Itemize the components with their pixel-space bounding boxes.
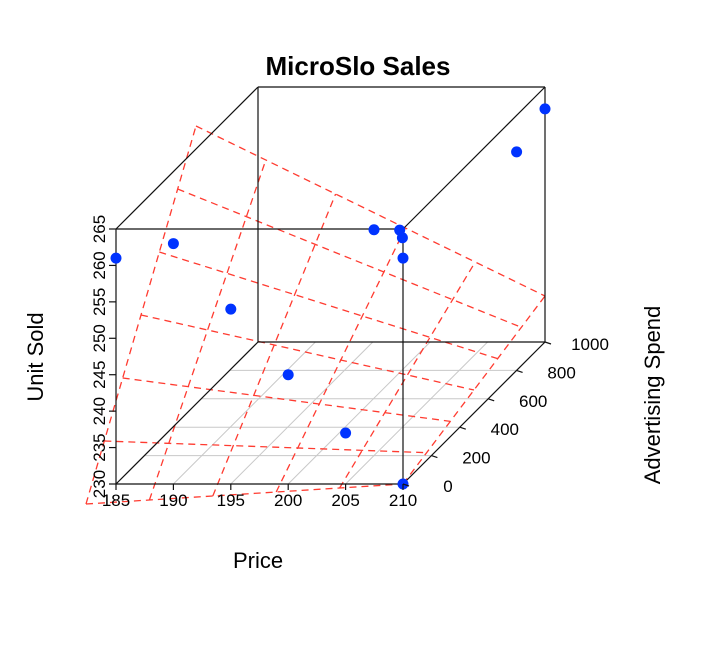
- plane-line: [104, 440, 427, 454]
- data-point: [167, 238, 179, 250]
- z-tick-label: 600: [519, 392, 547, 411]
- z-tick-mark: [459, 426, 466, 430]
- chart-title: MicroSlo Sales: [266, 51, 451, 81]
- y-tick-label: 235: [90, 433, 109, 461]
- data-point: [110, 252, 122, 264]
- box-edge: [115, 341, 259, 485]
- data-point: [397, 252, 409, 264]
- y-tick-label: 230: [90, 470, 109, 498]
- x-tick-label: 185: [102, 491, 130, 510]
- x-tick-label: 200: [274, 491, 302, 510]
- data-points: [110, 103, 551, 490]
- plane-line: [140, 314, 475, 391]
- x-tick-label: 190: [159, 491, 187, 510]
- z-tick-mark: [516, 369, 523, 373]
- box-edge: [402, 86, 546, 230]
- plane-line: [402, 295, 546, 485]
- axis-ticks: 185 190 195 200 205 210 230 235 240 245 250 255 260 2…: [90, 215, 609, 510]
- z-tick-label: 800: [547, 363, 575, 382]
- z-tick-label: 200: [462, 449, 490, 468]
- data-point: [511, 146, 523, 158]
- x-tick-label: 205: [331, 491, 359, 510]
- plane-line: [159, 251, 498, 360]
- plot-box: [115, 86, 546, 485]
- y-tick-label: 240: [90, 397, 109, 425]
- y-tick-label: 245: [90, 361, 109, 389]
- z-tick-mark: [544, 341, 552, 345]
- plane-line: [85, 483, 404, 505]
- x-tick-label: 210: [389, 491, 417, 510]
- box-edge: [115, 86, 259, 230]
- z-tick-mark: [402, 483, 410, 487]
- y-tick-label: 250: [90, 324, 109, 352]
- plane-line: [177, 188, 522, 328]
- plane-line: [339, 261, 476, 489]
- plane-line: [148, 159, 267, 501]
- floor-grid-line: [173, 341, 316, 485]
- floor-grid-line: [230, 341, 374, 485]
- z-tick-label: 0: [443, 477, 452, 496]
- z-tick-mark: [431, 455, 438, 459]
- z-tick-label: 400: [491, 420, 519, 439]
- data-point: [340, 427, 352, 439]
- plane-line: [275, 227, 406, 493]
- floor-grid-line: [345, 341, 488, 485]
- y-tick-label: 265: [90, 215, 109, 243]
- y-tick-label: 255: [90, 288, 109, 316]
- box-edge: [402, 341, 546, 485]
- z-axis-label: Advertising Spend: [640, 306, 665, 485]
- data-point: [368, 224, 380, 236]
- plane-line: [195, 125, 546, 297]
- data-point: [539, 103, 551, 115]
- floor-grid-line: [287, 341, 431, 485]
- data-point: [396, 232, 408, 244]
- z-tick-label: 1000: [571, 335, 609, 354]
- plane-line: [85, 125, 197, 505]
- z-tick-mark: [488, 398, 495, 402]
- x-tick-label: 195: [217, 491, 245, 510]
- y-tick-label: 260: [90, 251, 109, 279]
- x-axis-label: Price: [233, 548, 283, 573]
- y-axis-label: Unit Sold: [23, 312, 48, 401]
- regression-plane: [85, 125, 546, 505]
- data-point: [282, 369, 294, 381]
- plane-line: [212, 193, 337, 497]
- data-point: [225, 303, 237, 315]
